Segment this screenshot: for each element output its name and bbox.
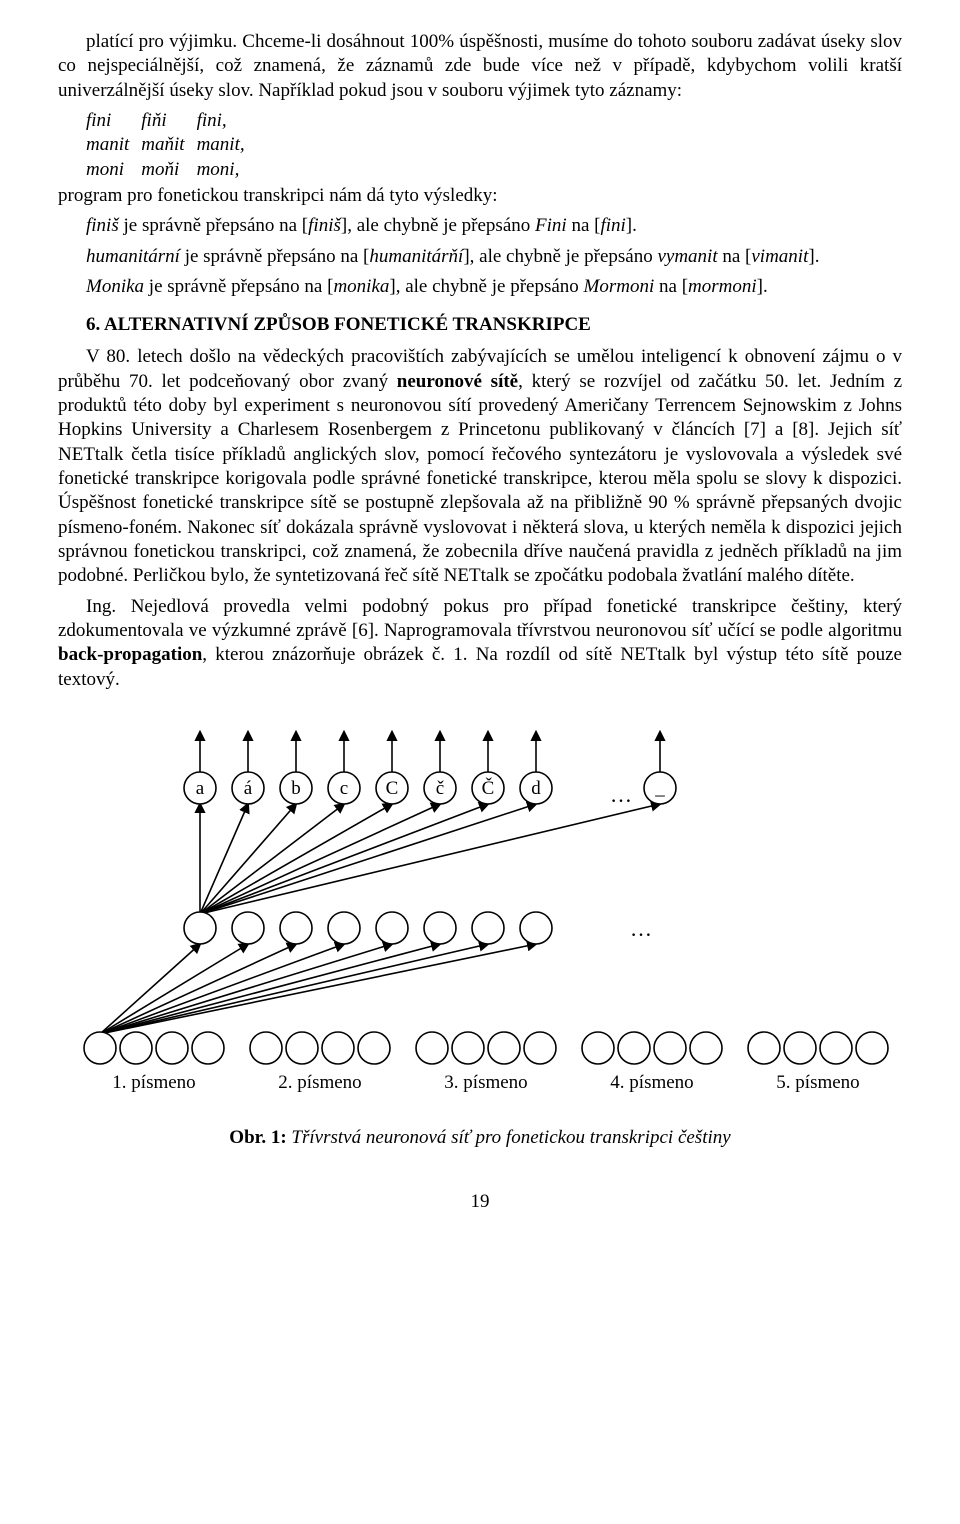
exceptions-table: fini fiňi fini, manit maňit manit, moni … [86, 109, 257, 182]
paragraph-4: Ing. Nejedlová provedla velmi podobný po… [58, 595, 902, 692]
paragraph-1: platící pro výjimku. Chceme-li dosáhnout… [58, 30, 902, 103]
result-line-2: humanitární je správně přepsáno na [huma… [58, 245, 902, 269]
svg-text:Č: Č [482, 777, 495, 799]
table-row: fini fiňi fini, [86, 109, 257, 133]
svg-text:č: č [436, 778, 444, 799]
svg-text:_: _ [654, 778, 665, 799]
result-line-1: finiš je správně přepsáno na [finiš], al… [58, 214, 902, 238]
svg-text:…: … [630, 916, 652, 941]
svg-text:3. písmeno: 3. písmeno [444, 1072, 527, 1093]
result-line-3: Monika je správně přepsáno na [monika], … [58, 275, 902, 299]
figure-neural-network: … a á b c Cč Čd _ … 1. písmeno 2. písmeno 3. písmen… [58, 718, 902, 1150]
svg-text:c: c [340, 778, 348, 799]
svg-text:á: á [244, 778, 253, 799]
svg-text:4. písmeno: 4. písmeno [610, 1072, 693, 1093]
svg-text:C: C [386, 778, 399, 799]
paragraph-2: program pro fonetickou transkripci nám d… [58, 184, 902, 208]
svg-text:5. písmeno: 5. písmeno [776, 1072, 859, 1093]
svg-text:…: … [610, 782, 632, 807]
table-row: manit maňit manit, [86, 133, 257, 157]
svg-text:b: b [291, 778, 301, 799]
svg-text:1. písmeno: 1. písmeno [112, 1072, 195, 1093]
caption-label: Obr. 1: [229, 1127, 286, 1148]
figure-caption: Obr. 1: Třívrstvá neuronová síť pro fone… [58, 1126, 902, 1150]
section-heading: 6. ALTERNATIVNÍ ZPŮSOB FONETICKÉ TRANSKR… [86, 313, 902, 337]
svg-text:d: d [531, 778, 541, 799]
page-number: 19 [58, 1190, 902, 1214]
neural-network-diagram: … a á b c Cč Čd _ … 1. písmeno 2. písmeno 3. písmen… [70, 718, 890, 1118]
svg-text:a: a [196, 778, 205, 799]
paragraph-3: V 80. letech došlo na vědeckých pracoviš… [58, 345, 902, 588]
table-row: moni moňi moni, [86, 158, 257, 182]
svg-text:2. písmeno: 2. písmeno [278, 1072, 361, 1093]
